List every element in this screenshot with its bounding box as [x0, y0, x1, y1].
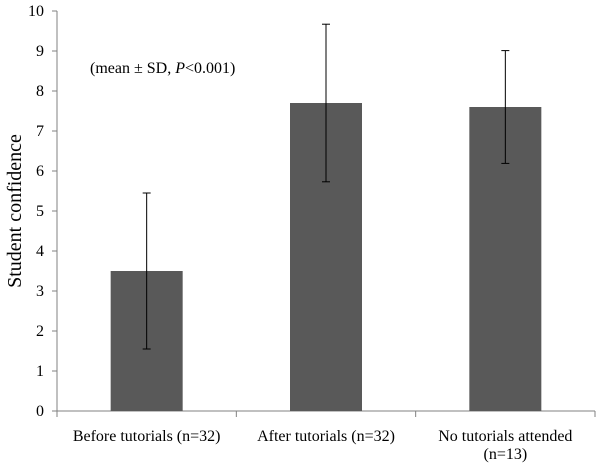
annotation-suffix: <0.001)	[185, 60, 235, 77]
y-tick-label: 3	[36, 283, 44, 300]
y-tick-label: 6	[36, 163, 44, 180]
y-tick-label: 7	[36, 123, 44, 140]
y-tick-label: 2	[36, 323, 44, 340]
annotation-p: P	[174, 60, 185, 77]
y-tick-label: 10	[28, 3, 44, 20]
x-category-label: After tutorials (n=32)	[257, 428, 395, 445]
x-category-label: Before tutorials (n=32)	[73, 428, 221, 445]
y-tick-label: 4	[36, 243, 44, 260]
error-bars	[142, 23, 510, 350]
y-axis: 0 1 2 3 4 5 6 7 8 9 10	[28, 3, 58, 420]
stats-annotation: (mean ± SD, P<0.001)	[90, 60, 235, 77]
y-tick-label: 1	[36, 363, 44, 380]
y-tick-label: 0	[36, 403, 44, 420]
y-axis-label: Student confidence	[4, 134, 26, 288]
y-tick-label: 9	[36, 43, 44, 60]
x-axis: Before tutorials (n=32) After tutorials (…	[56, 410, 596, 463]
y-tick-label: 5	[36, 203, 44, 220]
y-tick-label: 8	[36, 83, 44, 100]
x-category-label: No tutorials attended	[438, 428, 572, 445]
x-category-label: (n=13)	[483, 446, 527, 463]
annotation-prefix: (mean ± SD,	[90, 60, 175, 77]
